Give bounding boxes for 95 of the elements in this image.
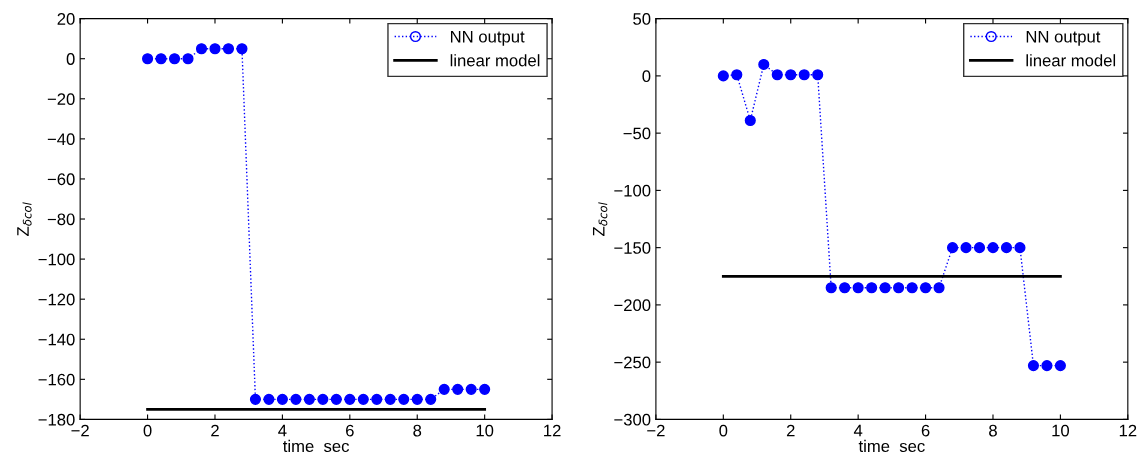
- y-tick-label: −100: [614, 184, 651, 197]
- point: [452, 383, 464, 395]
- point: [731, 69, 743, 81]
- point: [866, 282, 878, 294]
- y-axis-title: Z$_{δcol}$: [17, 202, 32, 236]
- y-tick-label: −300: [614, 413, 651, 426]
- point: [303, 393, 315, 405]
- y-tick-label: −140: [38, 333, 75, 346]
- y-tick-label: −200: [614, 299, 651, 312]
- point: [155, 53, 167, 65]
- legend-label: NN output: [450, 30, 525, 46]
- x-tick-label: 4: [853, 424, 863, 437]
- y-tick-label: −40: [47, 133, 75, 146]
- point: [263, 393, 275, 405]
- y-tick-label: −180: [38, 413, 75, 426]
- point: [290, 393, 302, 405]
- point: [425, 393, 437, 405]
- point: [1014, 242, 1026, 254]
- x-tick-label: 2: [786, 424, 795, 437]
- point: [812, 69, 824, 81]
- y-tick-label: −160: [38, 373, 75, 386]
- x-tick-label: 4: [278, 424, 287, 437]
- point: [222, 43, 235, 55]
- y-tick-label: −100: [38, 253, 75, 266]
- x-tick-label: 10: [1052, 424, 1070, 437]
- point: [317, 393, 329, 405]
- point: [839, 282, 851, 294]
- x-axis-title: time sec: [283, 439, 350, 453]
- point: [209, 43, 221, 55]
- x-tick-label: 12: [544, 424, 561, 437]
- point: [344, 393, 356, 405]
- point: [357, 393, 369, 405]
- x-tick-label: 8: [989, 424, 997, 437]
- x-axis-title: time sec: [858, 439, 925, 453]
- point: [798, 69, 810, 81]
- y-tick-label: 50: [633, 13, 651, 25]
- y-tick-label: −60: [47, 173, 75, 186]
- y-tick-label: 0: [66, 53, 75, 65]
- point: [479, 383, 491, 395]
- x-tick-label: 6: [921, 424, 930, 437]
- point: [717, 70, 729, 82]
- point: [465, 383, 477, 395]
- point: [182, 53, 194, 65]
- point: [785, 69, 797, 81]
- point: [384, 393, 396, 405]
- point: [1041, 360, 1053, 372]
- legend-label: linear model: [450, 54, 540, 67]
- point: [398, 393, 410, 405]
- point: [1000, 242, 1013, 254]
- point: [411, 393, 423, 405]
- point: [879, 282, 891, 294]
- point: [946, 242, 959, 254]
- point: [771, 69, 783, 81]
- x-tick-label: 12: [1119, 424, 1137, 437]
- point: [920, 282, 932, 294]
- point: [168, 53, 181, 65]
- point: [330, 393, 342, 405]
- point: [236, 43, 248, 55]
- point: [1054, 360, 1066, 372]
- x-tick-label: 6: [346, 424, 354, 437]
- x-tick-label: 10: [476, 424, 494, 437]
- y-axis-title: Z$_{δcol}$: [592, 202, 608, 236]
- x-tick-label: −2: [647, 424, 665, 437]
- point: [276, 393, 288, 405]
- x-tick-label: −2: [71, 424, 89, 437]
- legend-label: linear model: [1026, 54, 1116, 67]
- point: [987, 242, 999, 254]
- point: [142, 53, 154, 65]
- point: [438, 383, 450, 395]
- y-tick-label: −120: [38, 293, 75, 306]
- point: [825, 282, 837, 294]
- legend-label: NN output: [1026, 30, 1101, 46]
- point: [744, 114, 756, 127]
- y-tick-label: −50: [623, 127, 651, 140]
- y-tick-label: 0: [642, 70, 651, 83]
- x-tick-label: 0: [719, 424, 728, 437]
- y-tick-label: −80: [47, 213, 75, 226]
- x-tick-label: 2: [211, 424, 219, 437]
- point: [1027, 360, 1039, 372]
- y-tick-label: −250: [614, 356, 651, 369]
- x-tick-label: 8: [413, 424, 422, 437]
- point: [960, 242, 972, 254]
- point: [933, 282, 945, 294]
- y-tick-label: −20: [47, 93, 75, 105]
- y-tick-label: 20: [57, 13, 75, 25]
- point: [195, 43, 208, 55]
- point: [758, 58, 770, 70]
- point: [973, 242, 986, 254]
- y-tick-label: −150: [614, 242, 651, 254]
- point: [371, 393, 383, 405]
- point: [906, 282, 918, 294]
- point: [893, 282, 905, 294]
- point: [852, 282, 864, 294]
- point: [249, 393, 261, 405]
- x-tick-label: 0: [143, 424, 152, 437]
